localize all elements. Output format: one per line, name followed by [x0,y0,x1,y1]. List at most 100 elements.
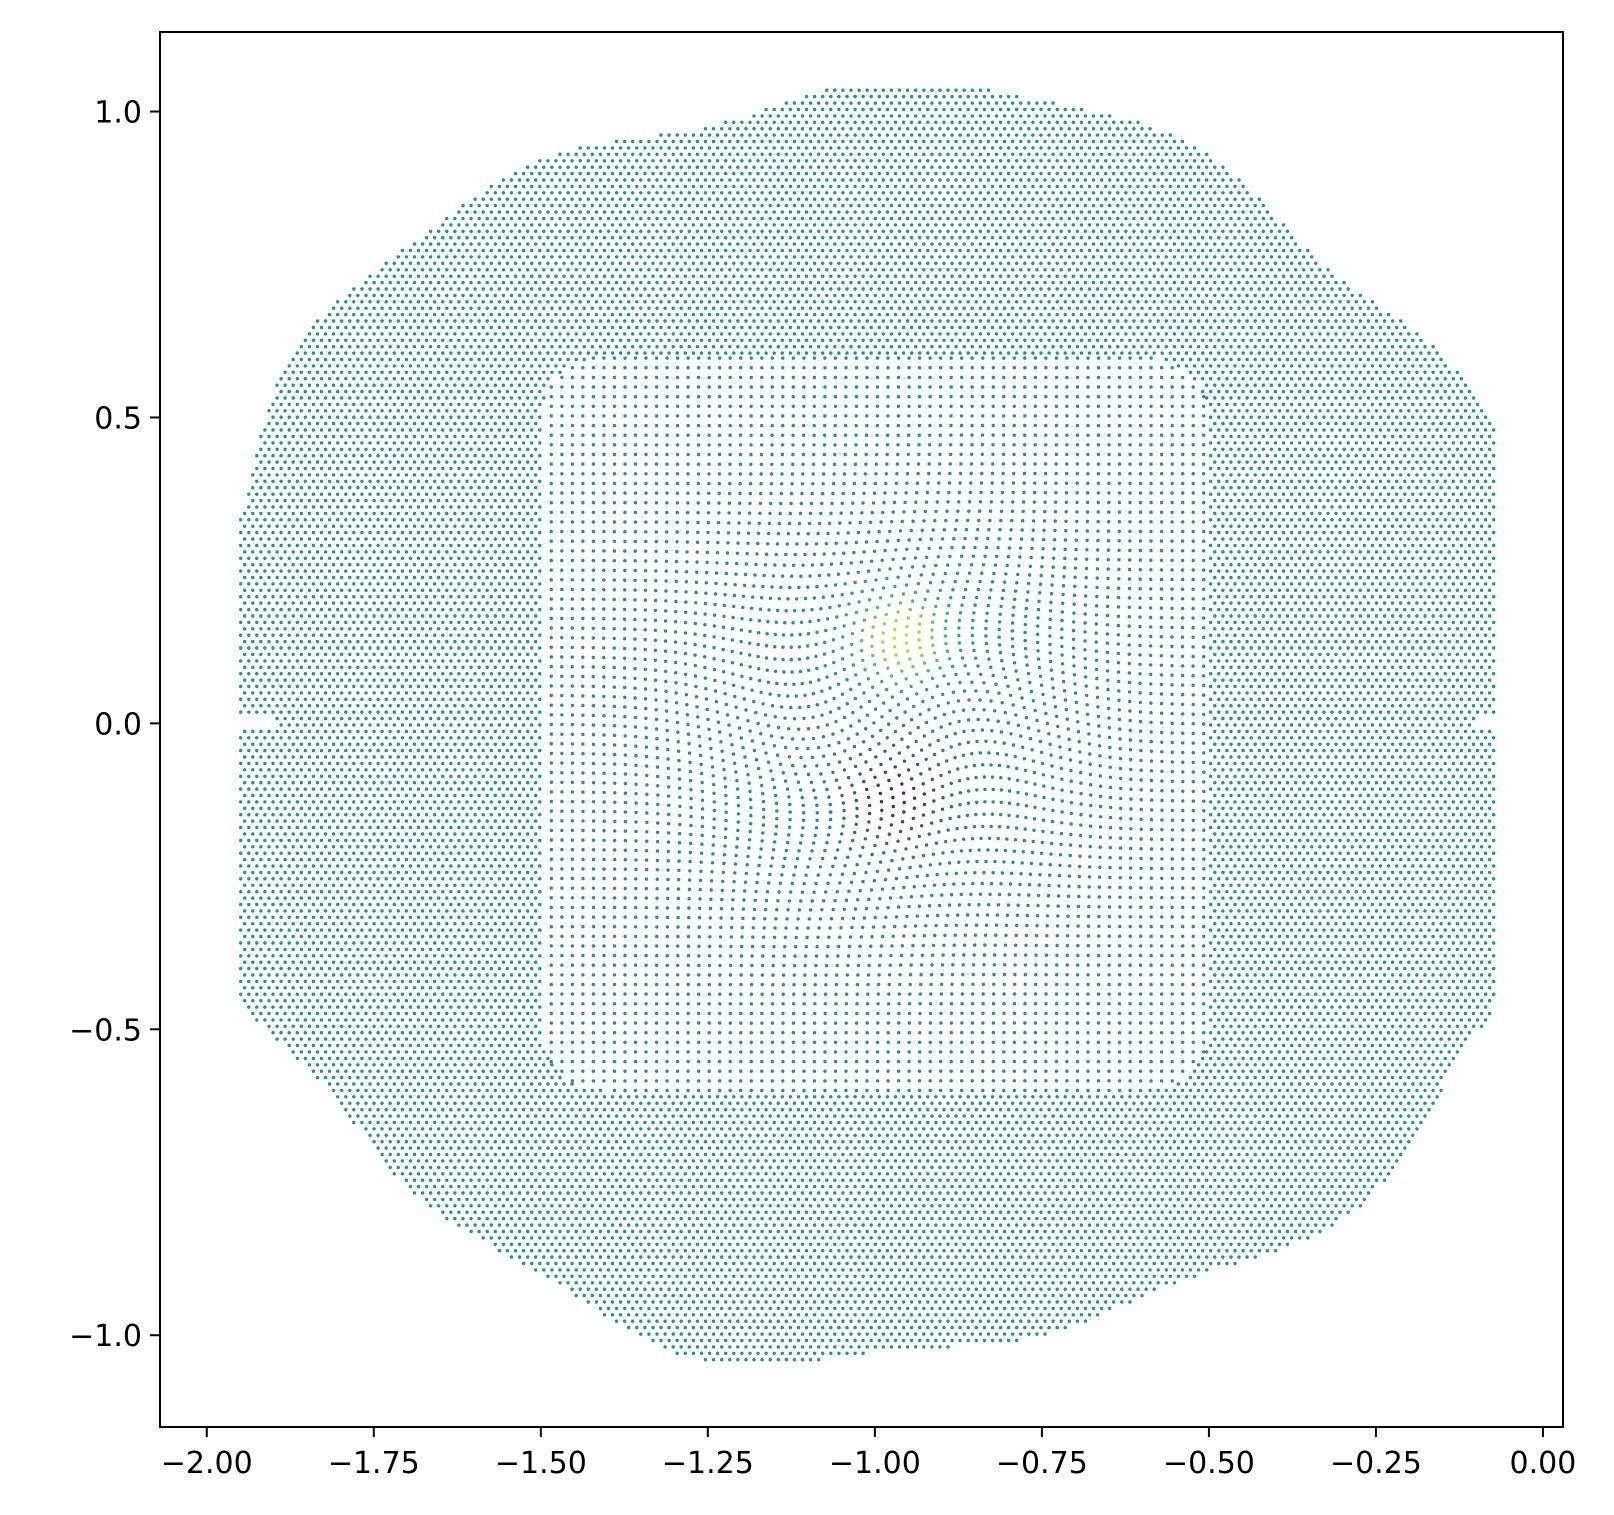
scatter-point [1386,1120,1391,1125]
scatter-point [639,1229,643,1234]
scatter-point [1168,1172,1173,1176]
scatter-point [461,1152,465,1157]
scatter-point [825,1281,829,1285]
scatter-point [1346,1056,1350,1061]
scatter-point [437,1165,441,1170]
scatter-point [998,1184,1003,1189]
scatter-point [1019,1152,1023,1157]
scatter-point [501,1165,506,1170]
scatter-point [974,1172,978,1176]
scatter-point [901,1313,906,1317]
scatter-point [647,1114,651,1118]
scatter-point [1233,1043,1237,1048]
scatter-point [1104,1287,1108,1291]
scatter-point [1156,1114,1160,1118]
scatter-point [348,1075,352,1080]
scatter-point [1055,1159,1059,1163]
scatter-point [679,1319,683,1323]
scatter-point [1269,1011,1274,1016]
scatter-point [1156,1281,1160,1285]
scatter-point [1350,1114,1354,1118]
scatter-point [1415,1037,1419,1041]
scatter-point [909,1274,914,1279]
scatter-point [865,1319,869,1323]
scatter-point [1257,1005,1262,1009]
scatter-point [275,1037,279,1041]
scatter-point [598,1216,603,1221]
scatter-point [946,1319,950,1323]
scatter-point [922,1268,926,1272]
scatter-point [610,1133,615,1138]
scatter-point [1261,1165,1266,1170]
scatter-point [691,1108,696,1112]
scatter-point [1298,1043,1302,1048]
scatter-point [521,1236,526,1240]
scatter-point [966,1172,970,1176]
scatter-point [695,1306,700,1311]
scatter-point [1019,1306,1023,1311]
scatter-point [538,1236,542,1240]
scatter-point [829,1197,833,1202]
scatter-point [477,1075,481,1080]
scatter-point [800,1152,805,1157]
scatter-point [695,1114,700,1118]
scatter-point [946,1101,950,1105]
scatter-point [687,1319,691,1323]
scatter-point [517,1165,522,1170]
scatter-point [768,1114,772,1118]
scatter-point [1435,1043,1439,1048]
scatter-point [1176,1172,1181,1176]
scatter-point [1354,1184,1359,1189]
scatter-point [1164,1127,1169,1131]
scatter-point [1451,1043,1456,1048]
scatter-point [1314,1108,1318,1112]
scatter-point [360,1018,364,1022]
scatter-point [501,1101,506,1105]
scatter-point [1302,1127,1306,1131]
scatter-point [724,1261,728,1266]
scatter-point [404,1101,409,1105]
scatter-point [315,1024,320,1029]
scatter-point [1273,1146,1278,1150]
scatter-point [720,1281,724,1285]
scatter-point [311,1069,316,1073]
scatter-point [441,1172,445,1176]
scatter-point [1261,1229,1266,1234]
scatter-point [1055,1249,1059,1253]
scatter-point [1338,1172,1342,1176]
scatter-point [926,1236,930,1240]
scatter-point [1354,1043,1359,1048]
scatter-point [566,1127,570,1131]
scatter-point [477,1024,481,1029]
scatter-point [1209,1043,1213,1048]
scatter-point [1035,1332,1039,1336]
scatter-point [966,1338,970,1343]
scatter-point [675,1146,679,1150]
scatter-point [1362,1159,1367,1163]
scatter-point [1059,1101,1063,1105]
scatter-point [1213,1024,1217,1029]
scatter-point [978,1204,983,1208]
scatter-point [1209,1146,1213,1150]
scatter-point [412,1101,417,1105]
scatter-point [869,1325,873,1330]
scatter-point [1285,1050,1290,1054]
scatter-point [1132,1127,1136,1131]
scatter-point [784,1140,788,1144]
scatter-point [808,1127,813,1131]
scatter-point [1140,1101,1144,1105]
scatter-point [1124,1178,1128,1182]
scatter-point [990,1133,995,1138]
scatter-point [889,1114,894,1118]
scatter-point [825,1140,829,1144]
scatter-point [1326,1204,1330,1208]
scatter-point [586,1223,590,1227]
scatter-point [1338,1133,1342,1138]
scatter-point [546,1095,550,1099]
scatter-point [998,1236,1003,1240]
scatter-point [1213,1037,1217,1041]
scatter-point [905,1268,910,1272]
scatter-point [1233,1095,1237,1099]
scatter-point [416,1120,421,1125]
scatter-point [1059,1204,1063,1208]
